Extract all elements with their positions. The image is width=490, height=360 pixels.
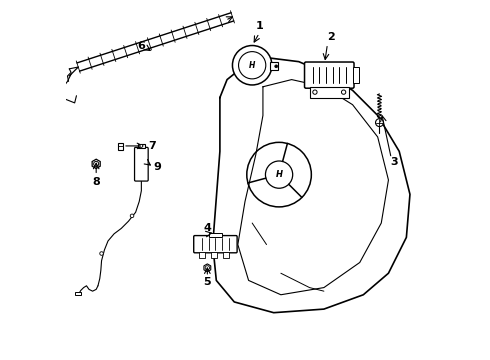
FancyBboxPatch shape [194,235,237,253]
Bar [209,233,221,237]
Bar [75,292,81,296]
Circle shape [232,45,272,85]
Text: 1: 1 [255,21,263,31]
Bar [138,144,145,148]
Text: 5: 5 [203,277,211,287]
Text: 6: 6 [137,41,145,50]
Text: 8: 8 [92,177,100,187]
FancyBboxPatch shape [135,147,148,181]
FancyBboxPatch shape [304,62,354,88]
Circle shape [375,119,383,127]
Circle shape [130,214,134,218]
Bar [353,67,359,83]
Text: 9: 9 [153,162,161,172]
Circle shape [275,65,278,68]
Text: 4: 4 [203,224,211,233]
Bar [270,62,278,69]
Text: 7: 7 [148,141,156,151]
Circle shape [100,252,103,255]
Bar [223,252,228,258]
Circle shape [140,144,143,147]
Text: 2: 2 [327,32,335,41]
Circle shape [313,90,317,94]
Circle shape [266,161,293,188]
Circle shape [342,90,346,94]
Text: 3: 3 [390,157,398,167]
Bar [211,252,217,258]
Text: H: H [275,170,283,179]
Bar [199,252,205,258]
Bar [119,143,123,149]
Bar [310,87,349,98]
Text: H: H [249,61,255,70]
Polygon shape [204,264,211,272]
Polygon shape [92,159,100,168]
